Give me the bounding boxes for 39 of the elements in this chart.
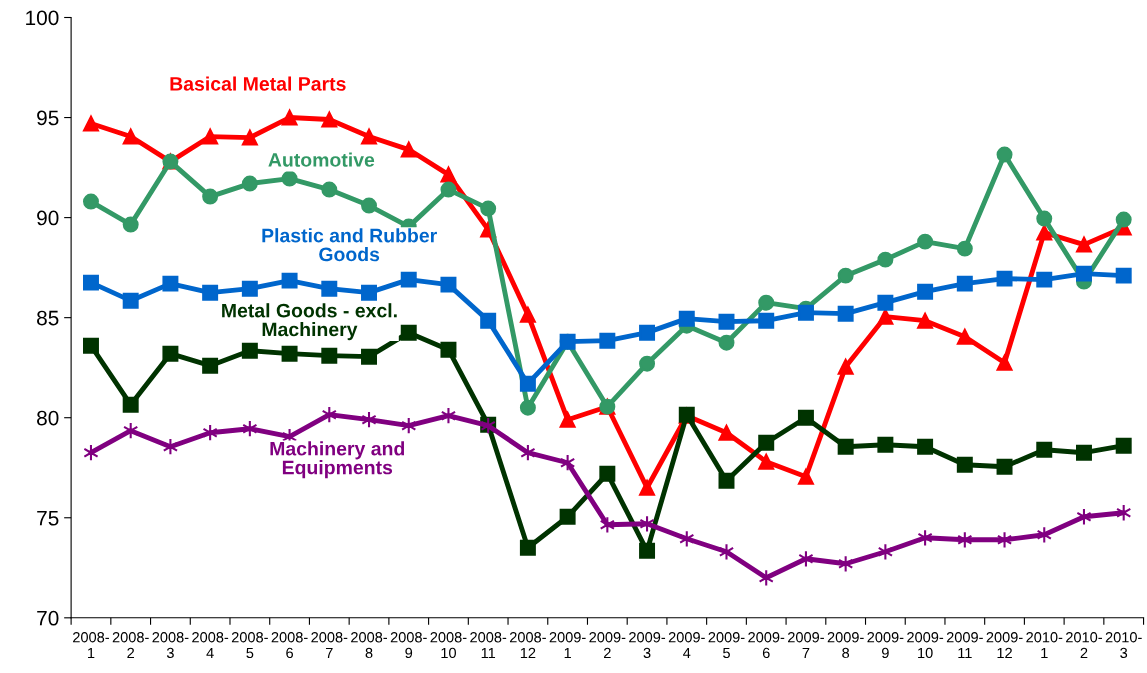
x-tick-label: 2009- 5 [708, 632, 745, 659]
x-tick-label: 2009- 12 [986, 632, 1023, 658]
y-tick-label: 95 [37, 110, 59, 126]
x-tick-label: 2010- 2 [1066, 632, 1102, 658]
x-tick-label: 2008- 11 [470, 632, 507, 658]
x-tick-label: 2009- 7 [788, 632, 824, 658]
y-tick-label: 90 [37, 210, 59, 226]
x-tick-label: 2009- 11 [946, 632, 983, 658]
x-tick-label: 2009- 6 [748, 632, 785, 659]
x-tick-label: 2008- 6 [271, 632, 308, 659]
x-tick-label: 2009- 9 [867, 632, 904, 659]
x-tick-label: 2008- 7 [311, 632, 348, 658]
x-tick-label: 2008- 5 [231, 632, 268, 659]
x-tick-label: 2008- 9 [390, 632, 427, 659]
y-tick-label: 80 [37, 410, 59, 426]
y-tick-label: 85 [37, 310, 59, 326]
series-label: Metal Goods - excl. Machinery [222, 303, 397, 341]
x-tick-label: 2008- 4 [192, 632, 229, 658]
x-tick-label: 2009- 1 [549, 632, 586, 658]
y-tick-label: 75 [37, 510, 59, 526]
x-tick-label: 2009- 2 [589, 632, 626, 658]
x-tick-label: 2008- 8 [351, 632, 388, 659]
x-tick-label: 2008- 3 [152, 632, 189, 659]
x-tick-label: 2010- 1 [1026, 632, 1063, 658]
x-tick-label: 2010- 3 [1105, 632, 1142, 659]
x-tick-label: 2008- 12 [509, 632, 546, 658]
x-tick-label: 2009- 4 [668, 632, 705, 658]
x-tick-label: 2008- 10 [430, 632, 467, 659]
x-tick-label: 2008- 2 [112, 632, 149, 658]
series-label: Basical Metal Parts [170, 76, 346, 91]
x-tick-label: 2009- 3 [629, 632, 666, 659]
x-tick-label: 2008- 1 [73, 632, 109, 658]
x-tick-label: 2009- 8 [827, 632, 864, 659]
x-tick-label: 2009- 10 [907, 632, 944, 659]
y-tick-label: 100 [26, 10, 59, 26]
series-label: Automotive [268, 152, 375, 167]
series-label: Plastic and Rubber Goods [262, 228, 437, 262]
y-tick-label: 70 [37, 610, 59, 626]
series-label: Machinery and Equipments [270, 441, 405, 479]
